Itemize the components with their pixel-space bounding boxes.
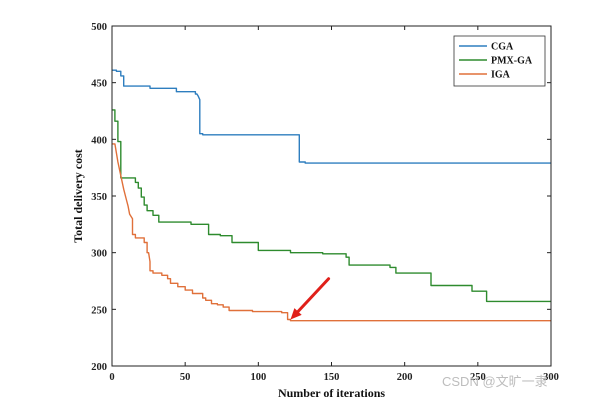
- x-tick-label: 200: [397, 372, 413, 383]
- x-tick-label: 0: [109, 372, 114, 383]
- watermark: CSDN @文旷一隶: [442, 374, 548, 389]
- y-tick-label: 200: [91, 362, 107, 373]
- legend: CGA PMX-GA IGA: [453, 35, 546, 87]
- x-axis-ticks: 0 50 100 150 200 250 300: [109, 26, 559, 383]
- annotation-arrow-shaft: [296, 277, 331, 313]
- plot-frame: [111, 25, 552, 367]
- y-tick-label: 250: [91, 305, 107, 316]
- y-tick-label: 450: [91, 79, 107, 90]
- y-tick-label: 500: [91, 22, 107, 33]
- annotation-arrow-head: [290, 308, 302, 320]
- legend-label-cga: CGA: [491, 42, 514, 53]
- series-line-pmx-ga: [112, 109, 551, 303]
- y-tick-label: 400: [91, 135, 107, 146]
- series-line-iga: [112, 143, 551, 322]
- legend-entries: CGA PMX-GA IGA: [459, 42, 533, 81]
- series-line-cga: [112, 69, 551, 164]
- y-axis-label: Total delivery cost: [71, 149, 85, 243]
- y-tick-label: 350: [91, 192, 107, 203]
- legend-box: [453, 35, 546, 87]
- legend-label-iga: IGA: [491, 70, 511, 81]
- x-axis-label: Number of iterations: [278, 386, 385, 400]
- series-lines: [112, 69, 551, 322]
- x-tick-label: 150: [324, 372, 340, 383]
- x-tick-label: 50: [180, 372, 191, 383]
- y-axis-ticks: 200 250 300 350 400 450 500: [91, 22, 551, 373]
- legend-label-pmx-ga: PMX-GA: [491, 56, 533, 67]
- x-tick-label: 250: [470, 372, 486, 383]
- x-tick-label: 100: [250, 372, 266, 383]
- x-tick-label: 300: [543, 372, 559, 383]
- y-tick-label: 300: [91, 249, 107, 260]
- annotation-layer: [290, 277, 331, 320]
